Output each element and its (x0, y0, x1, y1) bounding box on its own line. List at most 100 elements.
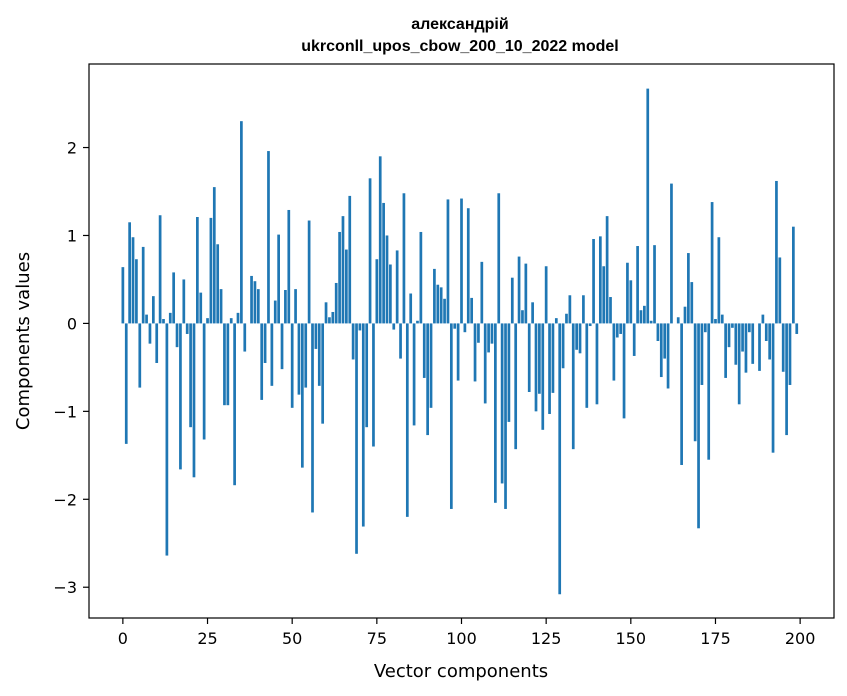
bar-141 (598, 236, 602, 324)
bar-97 (449, 323, 453, 509)
bar-77 (382, 202, 385, 324)
bar-136 (582, 295, 585, 324)
bar-108 (487, 323, 490, 353)
bar-85 (409, 293, 413, 324)
bar-157 (653, 245, 656, 324)
bar-59 (321, 323, 325, 424)
bar-113 (504, 323, 507, 509)
bar-96 (446, 199, 450, 324)
bar-73 (368, 178, 372, 324)
bar-7 (145, 314, 148, 324)
y-tick-label: 2 (67, 139, 77, 158)
y-tick-label: −1 (53, 402, 77, 421)
bar-155 (646, 88, 650, 324)
y-tick-label: 0 (67, 314, 77, 333)
bar-111 (497, 193, 501, 324)
bar-76 (378, 156, 382, 324)
x-tick-label: 0 (118, 629, 128, 648)
bar-75 (375, 259, 379, 324)
bar-153 (639, 310, 643, 324)
x-tick-label: 75 (367, 629, 387, 648)
bar-175 (714, 319, 717, 324)
bar-57 (314, 323, 318, 349)
x-tick-label: 50 (282, 629, 302, 648)
bar-118 (521, 310, 524, 324)
bar-40 (256, 289, 260, 324)
bar-29 (219, 289, 223, 324)
bar-11 (158, 215, 162, 324)
bar-48 (284, 290, 287, 324)
bar-5 (138, 323, 142, 388)
bar-74 (372, 323, 375, 447)
bar-23 (199, 292, 203, 324)
bar-132 (568, 295, 572, 324)
bar-146 (615, 323, 619, 338)
bar-89 (422, 323, 426, 378)
x-tick-label: 125 (531, 629, 562, 648)
bar-95 (443, 298, 446, 324)
bar-123 (538, 323, 541, 394)
bar-105 (477, 323, 480, 343)
bar-31 (226, 323, 230, 406)
bar-172 (703, 323, 707, 333)
bar-103 (470, 297, 474, 324)
bar-13 (165, 323, 169, 556)
bar-64 (338, 231, 341, 324)
bar-126 (548, 323, 551, 414)
bar-179 (727, 323, 731, 348)
bar-2 (128, 222, 131, 324)
bar-35 (240, 121, 243, 324)
bar-154 (643, 305, 646, 324)
x-tick-label: 200 (785, 629, 816, 648)
x-tick-label: 100 (446, 629, 477, 648)
bar-177 (720, 314, 724, 324)
bar-0 (121, 267, 125, 324)
chart-title-line2: ukrconll_upos_cbow_200_10_2022 model (301, 38, 618, 55)
bar-66 (345, 249, 348, 324)
bar-181 (734, 323, 738, 365)
bar-188 (758, 323, 761, 371)
bar-173 (707, 323, 711, 460)
bar-124 (541, 323, 545, 430)
bar-100 (460, 198, 463, 324)
bar-199 (795, 323, 799, 334)
bar-162 (670, 183, 673, 324)
bar-46 (277, 234, 280, 324)
bar-81 (395, 250, 399, 324)
bar-198 (792, 226, 795, 324)
bar-125 (544, 266, 548, 324)
bar-21 (192, 323, 196, 478)
bar-55 (307, 220, 311, 324)
y-tick-label: 1 (67, 226, 77, 245)
bar-32 (229, 318, 233, 324)
bar-42 (263, 323, 267, 363)
bar-63 (334, 282, 338, 324)
bar-194 (778, 257, 782, 324)
bar-27 (212, 187, 216, 324)
bar-94 (439, 287, 443, 324)
bar-120 (527, 323, 531, 392)
bar-185 (747, 323, 751, 333)
bar-91 (429, 323, 433, 408)
bars-group (121, 88, 799, 595)
bar-192 (771, 323, 775, 453)
bar-20 (189, 323, 192, 428)
bar-93 (436, 284, 440, 324)
bar-121 (531, 302, 534, 324)
bar-43 (267, 151, 270, 324)
bar-6 (141, 246, 145, 324)
chart-title-line1: александрій (411, 16, 508, 33)
bar-1 (124, 323, 128, 444)
bar-140 (595, 323, 599, 405)
bar-114 (507, 323, 511, 422)
y-tick-label: −3 (53, 578, 77, 597)
bar-16 (175, 323, 179, 348)
bar-71 (361, 323, 365, 527)
bar-189 (761, 314, 765, 324)
bar-88 (419, 231, 423, 324)
bar-34 (236, 312, 240, 324)
bar-8 (148, 323, 152, 344)
bar-115 (510, 277, 514, 324)
bar-60 (324, 302, 328, 324)
